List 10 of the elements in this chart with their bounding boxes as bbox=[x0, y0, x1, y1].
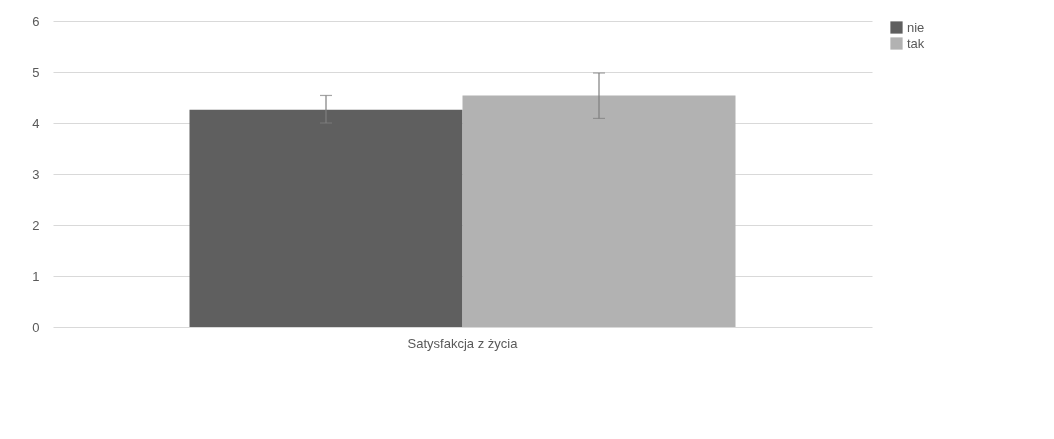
y-tick-label: 0 bbox=[32, 319, 40, 335]
y-tick-label: 4 bbox=[32, 115, 40, 131]
y-tick-label: 2 bbox=[32, 217, 40, 233]
y-tick-label: 6 bbox=[32, 13, 40, 29]
legend-label: tak bbox=[907, 35, 925, 51]
legend-label: nie bbox=[907, 19, 925, 35]
y-tick-label: 5 bbox=[32, 64, 40, 80]
x-tick-label: Satysfakcja z życia bbox=[407, 335, 519, 351]
y-tick-label: 1 bbox=[32, 268, 40, 284]
y-tick-label: 3 bbox=[32, 166, 40, 182]
